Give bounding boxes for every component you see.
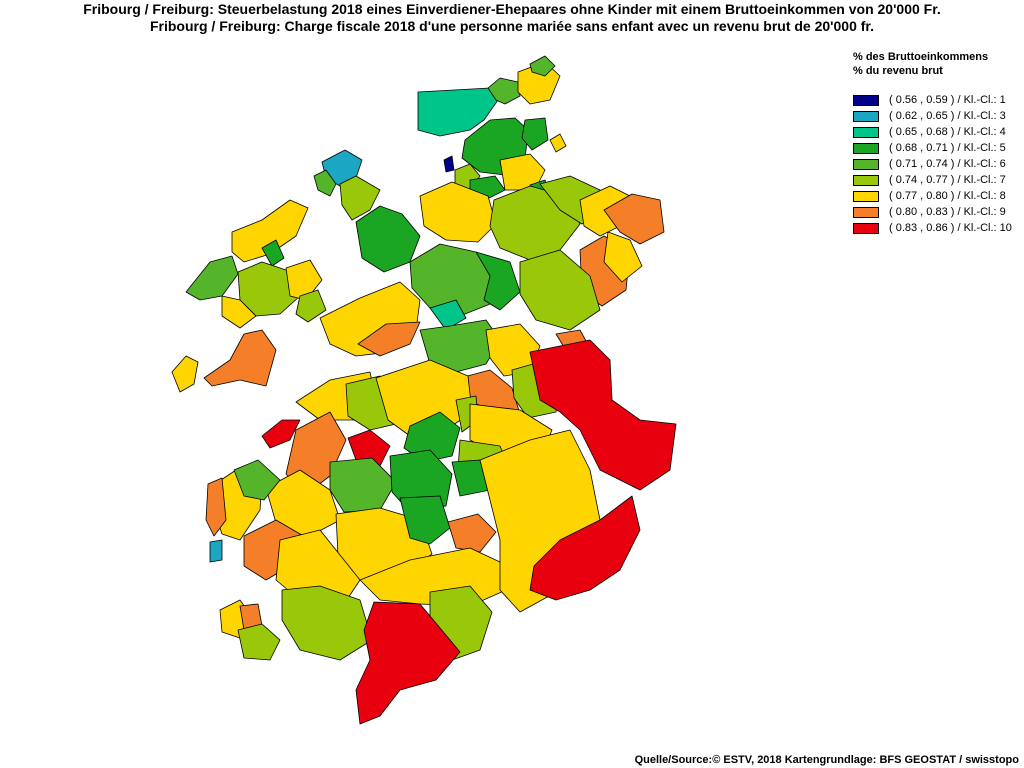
region-main-green-glane (399, 495, 451, 545)
source-credit: Quelle/Source:© ESTV, 2018 Kartengrundla… (634, 754, 1019, 766)
region-lowest-rate (443, 155, 455, 173)
region-main-yellow-centre (375, 359, 473, 437)
legend-item: ( 0.74 , 0.77 ) / Kl.-Cl.: 7 (853, 172, 1024, 188)
legend-label: ( 0.65 , 0.68 ) / Kl.-Cl.: 4 (889, 126, 1006, 138)
region-main-centre-dark (475, 251, 521, 311)
region-main-red-east-bottom (529, 495, 641, 601)
legend-swatch (853, 158, 879, 170)
region-main-centre-teal (429, 299, 467, 331)
canton-map (171, 55, 677, 725)
region-main-green-centre-b (403, 411, 461, 463)
legend-list: ( 0.56 , 0.59 ) / Kl.-Cl.: 1 ( 0.62 , 0.… (853, 92, 1024, 236)
region-west-exclave-b (203, 329, 277, 387)
region-broye-e (285, 259, 323, 301)
legend-heading-german: % des Bruttoeinkommens (853, 51, 989, 63)
legend-label: ( 0.71 , 0.74 ) / Kl.-Cl.: 6 (889, 158, 1006, 170)
region-nw-enclave-b (313, 169, 337, 197)
region-main-red-west (347, 429, 391, 467)
legend-item: ( 0.71 , 0.74 ) / Kl.-Cl.: 6 (853, 156, 1024, 172)
region-broye-f (295, 289, 327, 323)
region-main-west-edge-green (233, 459, 281, 501)
region-broye-a (231, 199, 309, 263)
legend-label: ( 0.74 , 0.77 ) / Kl.-Cl.: 7 (889, 174, 1006, 186)
region-broye-d (221, 295, 257, 329)
legend-item: ( 0.68 , 0.71 ) / Kl.-Cl.: 5 (853, 140, 1024, 156)
region-main-north-a (419, 181, 497, 243)
region-northeast-lake (487, 77, 521, 105)
legend-swatch (853, 222, 879, 234)
legend-swatch (853, 94, 879, 106)
legend-label: ( 0.77 , 0.80 ) / Kl.-Cl.: 8 (889, 190, 1006, 202)
region-main-red-south (355, 601, 461, 725)
legend-heading-french: % du revenu brut (853, 65, 943, 77)
region-main-green-west-c (329, 457, 397, 513)
region-north-east-b (499, 153, 546, 191)
region-main-green-south-a (281, 585, 373, 661)
map-title-german: Fribourg / Freiburg: Steuerbelastung 201… (83, 1, 941, 17)
region-main-east-orange (603, 193, 665, 245)
region-main-north-west (355, 205, 421, 273)
legend-label: ( 0.80 , 0.83 ) / Kl.-Cl.: 9 (889, 206, 1006, 218)
legend-item: ( 0.56 , 0.59 ) / Kl.-Cl.: 1 (853, 92, 1024, 108)
region-west-exclave-c (261, 419, 301, 449)
legend-swatch (853, 206, 879, 218)
region-broye-b (261, 239, 285, 267)
region-exclave-a (549, 133, 567, 153)
legend-swatch (853, 110, 879, 122)
legend-swatch (853, 190, 879, 202)
region-main-green-sw (237, 623, 281, 661)
legend-swatch (853, 174, 879, 186)
map-title-french: Fribourg / Freiburg: Charge fiscale 2018… (149, 18, 874, 34)
legend-swatch (853, 126, 879, 138)
region-main-west-edge-teal (209, 539, 223, 563)
region-main-centre-east (519, 249, 601, 331)
region-main-red-east-top (529, 339, 677, 491)
legend-item: ( 0.62 , 0.65 ) / Kl.-Cl.: 3 (853, 108, 1024, 124)
legend-label: ( 0.62 , 0.65 ) / Kl.-Cl.: 3 (889, 110, 1006, 122)
region-north-small (529, 55, 556, 77)
region-main-orange-centre-b (447, 513, 497, 553)
region-north-east (521, 117, 549, 151)
region-main-east-yellow-b (603, 231, 643, 283)
region-west-exclave-a (171, 355, 199, 393)
legend-label: ( 0.83 , 0.86 ) / Kl.-Cl.: 10 (889, 222, 1012, 234)
region-main-orange-centre (357, 321, 421, 357)
legend-label: ( 0.68 , 0.71 ) / Kl.-Cl.: 5 (889, 142, 1006, 154)
legend-item: ( 0.65 , 0.68 ) / Kl.-Cl.: 4 (853, 124, 1024, 140)
region-main-west-edge-orange (205, 477, 227, 537)
region-nw-enclave-c (339, 175, 381, 221)
legend-item: ( 0.80 , 0.83 ) / Kl.-Cl.: 9 (853, 204, 1024, 220)
legend-item: ( 0.83 , 0.86 ) / Kl.-Cl.: 10 (853, 220, 1024, 236)
region-broye-west (185, 255, 239, 301)
legend-label: ( 0.56 , 0.59 ) / Kl.-Cl.: 1 (889, 94, 1006, 106)
legend-item: ( 0.77 , 0.80 ) / Kl.-Cl.: 8 (853, 188, 1024, 204)
legend: % des Bruttoeinkommens % du revenu brut … (853, 50, 1024, 236)
legend-swatch (853, 142, 879, 154)
